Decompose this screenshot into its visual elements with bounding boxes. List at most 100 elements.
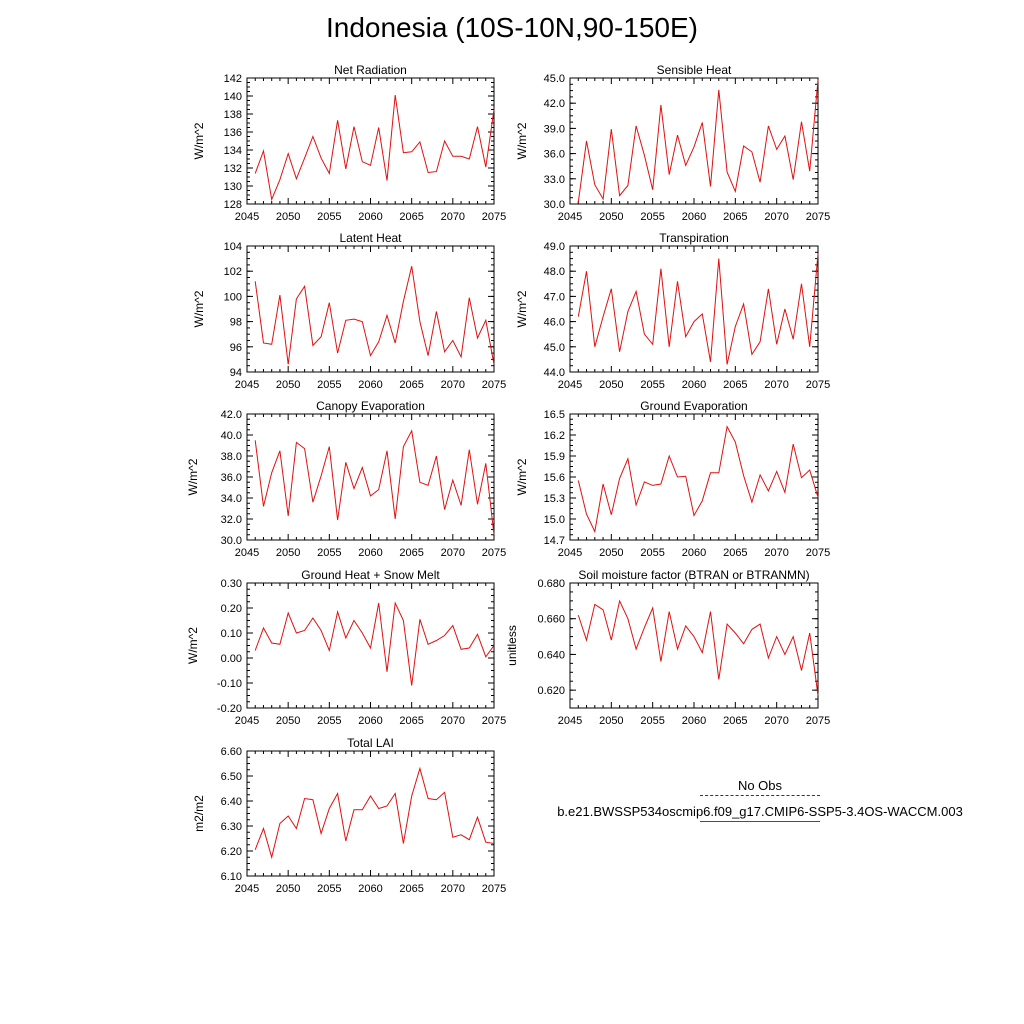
y-tick-label: 38.0 <box>221 451 242 463</box>
x-tick-label: 2065 <box>399 715 423 727</box>
x-tick-label: 2055 <box>640 379 664 391</box>
y-tick-label: 14.7 <box>544 535 565 547</box>
y-axis-label: W/m^2 <box>186 627 200 664</box>
y-tick-label: 98 <box>230 317 242 329</box>
y-tick-label: 46.0 <box>544 317 565 329</box>
x-tick-label: 2065 <box>723 211 747 223</box>
x-tick-label: 2050 <box>599 211 623 223</box>
panel-2: Sensible Heat W/m^2 2045 2050 2055 2060 2065 20… <box>515 63 830 223</box>
panel-title: Total LAI <box>347 736 394 750</box>
series-line-1 <box>254 266 495 365</box>
y-tick-label: 6.10 <box>221 871 242 883</box>
x-tick-label: 2075 <box>482 211 506 223</box>
y-tick-label: 49.0 <box>544 241 565 253</box>
x-tick-label: 2075 <box>806 547 830 559</box>
panel-5: Canopy Evaporation W/m^2 2045 2050 2055 2060 2… <box>186 399 506 559</box>
x-tick-label: 2060 <box>682 547 706 559</box>
legend-label-obs: No Obs <box>737 778 783 793</box>
panel-title: Ground Evaporation <box>640 399 747 413</box>
y-axis-label: unitless <box>505 625 519 666</box>
y-tick-label: 16.5 <box>544 409 565 421</box>
panel-title: Transpiration <box>659 231 729 245</box>
x-tick-label: 2065 <box>723 715 747 727</box>
x-tick-label: 2060 <box>358 883 382 895</box>
y-tick-label: 104 <box>224 241 242 253</box>
x-tick-label: 2045 <box>235 715 259 727</box>
legend-label-model: b.e21.BWSSP534oscmip6.f09_g17.CMIP6-SSP5… <box>557 804 963 819</box>
x-tick-label: 2070 <box>764 211 788 223</box>
plot-frame <box>246 77 495 205</box>
plot-frame <box>569 77 819 205</box>
y-tick-label: 100 <box>224 291 242 303</box>
y-axis-label: W/m^2 <box>192 122 206 159</box>
y-tick-label: 36.0 <box>544 149 565 161</box>
x-tick-label: 2060 <box>682 211 706 223</box>
x-tick-label: 2060 <box>358 379 382 391</box>
x-tick-label: 2060 <box>682 379 706 391</box>
x-tick-label: 2050 <box>599 379 623 391</box>
y-tick-label: 6.50 <box>221 771 242 783</box>
x-tick-label: 2065 <box>399 211 423 223</box>
x-tick-label: 2050 <box>276 715 300 727</box>
figure-title: Indonesia (10S-10N,90-150E) <box>325 12 698 43</box>
y-tick-label: 45.0 <box>544 73 565 85</box>
panel-7: Ground Heat + Snow Melt W/m^2 2045 2050 2055… <box>186 568 506 727</box>
x-tick-label: 2070 <box>441 547 465 559</box>
series-line-1 <box>254 601 495 686</box>
x-tick-label: 2075 <box>482 715 506 727</box>
x-tick-label: 2075 <box>482 379 506 391</box>
y-tick-label: 130 <box>224 181 242 193</box>
y-tick-label: 33.0 <box>544 174 565 186</box>
y-tick-label: 16.2 <box>544 430 565 442</box>
y-tick-label: 0.00 <box>221 653 242 665</box>
y-tick-label: 15.6 <box>544 472 565 484</box>
y-tick-label: 132 <box>224 163 242 175</box>
x-tick-label: 2050 <box>276 379 300 391</box>
y-tick-label: 30.0 <box>544 199 565 211</box>
series-line-1 <box>254 95 495 202</box>
x-tick-label: 2070 <box>764 547 788 559</box>
y-tick-label: 0.660 <box>537 614 565 626</box>
series-line-1 <box>577 599 819 696</box>
x-tick-label: 2070 <box>441 379 465 391</box>
y-tick-label: 96 <box>230 342 242 354</box>
y-tick-label: 0.30 <box>221 578 242 590</box>
y-tick-label: 102 <box>224 266 242 278</box>
legend: No Obs b.e21.BWSSP534oscmip6.f09_g17.CMI… <box>520 778 1000 830</box>
legend-line-model <box>700 821 820 822</box>
x-tick-label: 2060 <box>358 547 382 559</box>
x-tick-label: 2065 <box>399 379 423 391</box>
plot-frame <box>246 245 495 373</box>
y-tick-label: 36.0 <box>221 472 242 484</box>
y-tick-label: 140 <box>224 91 242 103</box>
plot-frame <box>569 245 819 373</box>
y-tick-label: -0.20 <box>217 703 242 715</box>
x-tick-label: 2045 <box>558 715 582 727</box>
x-tick-label: 2045 <box>235 547 259 559</box>
y-tick-label: 138 <box>224 109 242 121</box>
x-tick-label: 2065 <box>399 883 423 895</box>
panel-title: Net Radiation <box>334 63 407 77</box>
x-tick-label: 2060 <box>682 715 706 727</box>
y-tick-label: 15.9 <box>544 451 565 463</box>
y-tick-label: 47.0 <box>544 291 565 303</box>
y-tick-label: 34.0 <box>221 493 242 505</box>
panel-title: Latent Heat <box>339 231 402 245</box>
y-tick-label: 45.0 <box>544 342 565 354</box>
x-tick-label: 2075 <box>806 211 830 223</box>
x-tick-label: 2070 <box>441 883 465 895</box>
panel-6: Ground Evaporation W/m^2 2045 2050 2055 2060 2… <box>515 399 830 559</box>
y-tick-label: 39.0 <box>544 123 565 135</box>
y-axis-label: W/m^2 <box>515 290 529 327</box>
y-tick-label: 48.0 <box>544 266 565 278</box>
y-axis-label: W/m^2 <box>515 122 529 159</box>
plot-frame <box>246 413 495 541</box>
y-tick-label: 136 <box>224 127 242 139</box>
x-tick-label: 2075 <box>806 379 830 391</box>
series-line-1 <box>577 79 819 203</box>
x-tick-label: 2075 <box>806 715 830 727</box>
panel-9: Total LAI m2/m2 2045 2050 2055 2060 2065 2070 20… <box>192 736 506 895</box>
x-tick-label: 2065 <box>399 547 423 559</box>
x-tick-label: 2055 <box>640 211 664 223</box>
